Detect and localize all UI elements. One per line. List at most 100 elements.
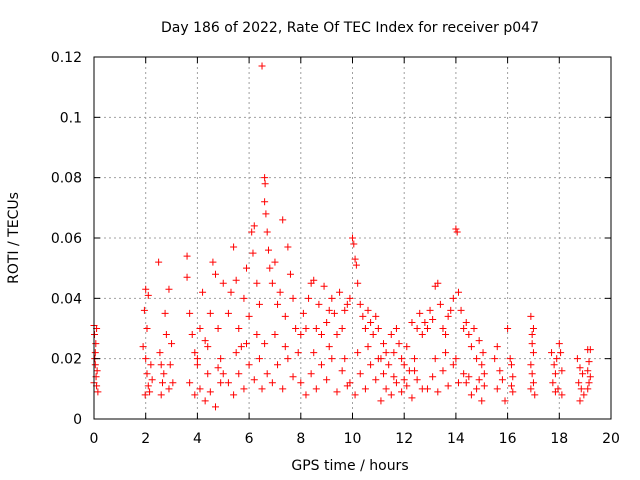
data-point bbox=[240, 294, 248, 302]
data-point bbox=[161, 309, 169, 317]
data-point bbox=[367, 361, 375, 369]
y-tick-label: 0.02 bbox=[51, 352, 82, 368]
data-point bbox=[261, 174, 269, 182]
data-point bbox=[387, 331, 395, 339]
data-point bbox=[473, 385, 481, 393]
data-point bbox=[232, 276, 240, 284]
data-point bbox=[453, 228, 461, 236]
data-point bbox=[328, 355, 336, 363]
data-point bbox=[91, 361, 99, 369]
data-point bbox=[284, 243, 292, 251]
data-point bbox=[333, 331, 341, 339]
y-tick-label: 0 bbox=[73, 412, 82, 428]
data-point bbox=[165, 285, 173, 293]
data-point bbox=[341, 306, 349, 314]
data-point bbox=[289, 294, 297, 302]
data-point bbox=[498, 376, 506, 384]
data-point bbox=[204, 370, 212, 378]
data-point bbox=[310, 349, 318, 357]
data-point bbox=[227, 288, 235, 296]
data-point bbox=[235, 325, 243, 332]
data-point bbox=[354, 279, 362, 287]
data-point bbox=[299, 309, 307, 317]
data-point bbox=[245, 312, 253, 320]
data-point bbox=[211, 270, 219, 278]
data-point bbox=[403, 382, 411, 390]
data-point bbox=[380, 340, 388, 348]
data-point bbox=[250, 376, 258, 384]
data-point bbox=[183, 273, 191, 281]
data-point bbox=[372, 376, 380, 384]
data-point bbox=[204, 343, 212, 351]
data-point bbox=[330, 309, 338, 317]
data-point bbox=[555, 340, 563, 348]
data-point bbox=[338, 325, 346, 332]
data-point bbox=[550, 361, 558, 369]
y-tick-label: 0.1 bbox=[60, 110, 82, 126]
x-tick-label: 8 bbox=[296, 431, 305, 447]
data-point bbox=[527, 312, 535, 320]
data-point bbox=[551, 388, 559, 396]
data-point bbox=[390, 373, 398, 381]
data-point bbox=[147, 361, 155, 369]
data-point bbox=[343, 300, 351, 308]
data-point bbox=[206, 309, 214, 317]
data-point bbox=[359, 312, 367, 320]
data-points bbox=[90, 62, 594, 411]
x-tick-label: 2 bbox=[141, 431, 150, 447]
data-point bbox=[307, 370, 315, 378]
data-point bbox=[382, 349, 390, 357]
data-point bbox=[584, 367, 592, 375]
data-point bbox=[527, 385, 535, 393]
data-point bbox=[576, 364, 584, 372]
tick-layer: 0 2 4 6 8 10 12 14 16 18 20 0 0.02 0.04 0.06 0.08 0.1 0.1… bbox=[51, 50, 620, 447]
data-point bbox=[372, 312, 380, 320]
data-point bbox=[585, 358, 593, 366]
data-point bbox=[253, 331, 261, 339]
data-point bbox=[509, 388, 517, 396]
data-point bbox=[528, 340, 536, 348]
data-point bbox=[462, 379, 470, 387]
data-point bbox=[504, 325, 512, 332]
data-point bbox=[168, 340, 176, 348]
data-point bbox=[462, 318, 470, 326]
data-point bbox=[531, 391, 539, 399]
data-point bbox=[475, 376, 483, 384]
x-tick-label: 6 bbox=[245, 431, 254, 447]
data-point bbox=[351, 391, 359, 399]
data-point bbox=[507, 382, 515, 390]
data-point bbox=[418, 331, 426, 339]
data-point bbox=[201, 337, 209, 345]
data-point bbox=[284, 355, 292, 363]
data-point bbox=[416, 309, 424, 317]
data-point bbox=[473, 355, 481, 363]
data-point bbox=[400, 376, 408, 384]
data-point bbox=[186, 309, 194, 317]
data-point bbox=[444, 382, 452, 390]
data-point bbox=[479, 349, 487, 357]
data-point bbox=[426, 306, 434, 314]
data-point bbox=[454, 288, 462, 296]
data-point bbox=[294, 349, 302, 357]
data-point bbox=[312, 385, 320, 393]
data-point bbox=[528, 370, 536, 378]
data-point bbox=[408, 394, 416, 402]
data-point bbox=[467, 391, 475, 399]
data-point bbox=[191, 349, 199, 357]
data-point bbox=[91, 331, 99, 339]
data-point bbox=[434, 279, 442, 287]
data-point bbox=[139, 343, 147, 351]
data-point bbox=[413, 325, 421, 332]
data-point bbox=[392, 379, 400, 387]
chart-title: Day 186 of 2022, Rate Of TEC Index for r… bbox=[161, 20, 539, 36]
data-point bbox=[586, 373, 594, 381]
data-point bbox=[501, 397, 509, 405]
data-point bbox=[529, 349, 537, 357]
data-point bbox=[157, 361, 165, 369]
data-point bbox=[341, 355, 349, 363]
y-tick-label: 0.06 bbox=[51, 231, 82, 247]
data-point bbox=[211, 403, 219, 411]
data-point bbox=[261, 180, 269, 188]
data-point bbox=[480, 370, 488, 378]
data-point bbox=[209, 258, 217, 266]
